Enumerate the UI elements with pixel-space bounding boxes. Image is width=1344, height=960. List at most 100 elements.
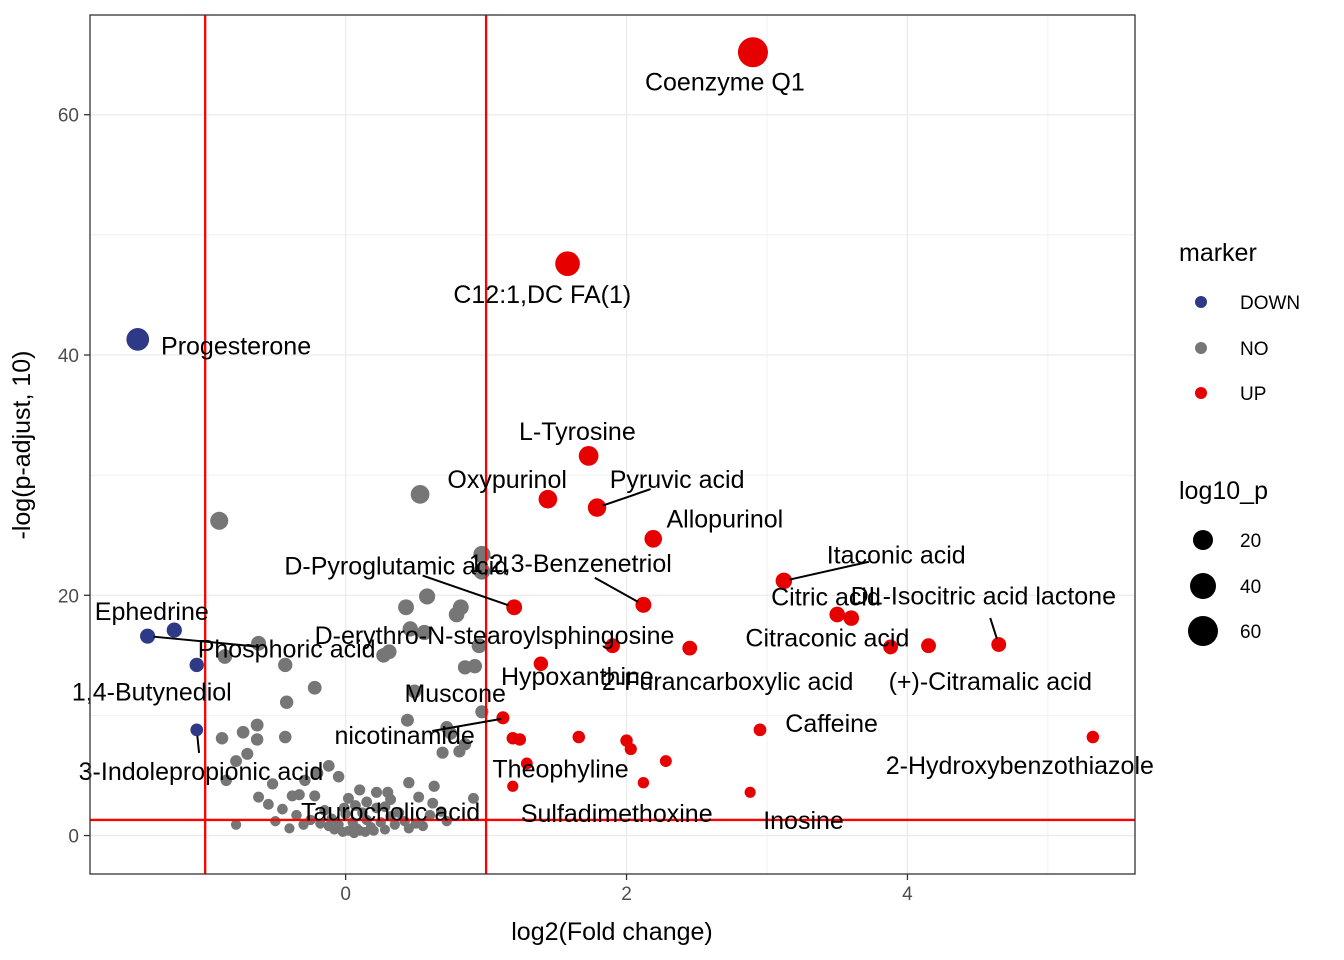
point-label: Phosphoric acid [198,635,376,663]
x-tick-label: 4 [902,884,913,905]
data-point-no [293,789,305,801]
plot-panel-border [89,14,1136,875]
data-point-no [354,784,366,796]
y-tick-label: 0 [68,827,79,848]
point-label: 2-Hydroxybenzothiazole [886,752,1154,780]
data-point-down [190,723,204,737]
data-point-no [416,624,432,641]
data-point-no [389,819,400,830]
data-point-no [278,657,293,673]
data-point-no [424,809,436,821]
threshold-lines [90,15,1135,874]
data-point-no [361,796,373,808]
data-point-no [407,684,422,699]
legend-size-key-60 [1188,616,1218,646]
data-point-up [921,638,936,654]
point-label: L-Tyrosine [519,418,636,446]
data-point-no [311,767,324,779]
legend-marker-label-down: DOWN [1240,293,1300,314]
data-point-no [230,819,242,830]
data-point-no [467,658,483,674]
legend-marker-key-no [1195,342,1207,354]
data-point-no [417,820,429,832]
data-point-down [126,328,150,351]
data-point-no [368,825,379,836]
label-leader-lines [153,488,998,754]
data-point-no [270,815,281,827]
data-point-no [220,774,232,786]
data-point-up [496,711,510,725]
legend-marker-title: marker [1179,239,1257,267]
data-point-no [435,806,447,817]
data-point-no [250,718,264,732]
data-point-no [253,791,265,803]
data-point-no [215,731,229,745]
data-point-no [298,819,309,830]
data-point-no [217,649,233,664]
leader-line [153,635,259,648]
data-point-up [572,730,586,744]
data-point-no [444,727,458,740]
data-point-up [644,530,663,548]
legend-marker-key-down [1195,296,1207,308]
data-point-no [400,713,414,727]
legend-size-key-20 [1193,530,1213,550]
legend-size-title: log10_p [1179,477,1268,505]
data-point-up [1086,730,1100,744]
point-label: Pyruvic acid [610,466,745,494]
point-label: 2-Furancarboxylic acid [602,668,854,696]
point-label: Muscone [404,680,505,708]
data-point-up [829,606,846,623]
x-tick-label: 2 [621,884,632,905]
data-point-up [507,780,519,792]
data-point-no [436,746,449,759]
leader-line [989,617,998,640]
point-label: D-Pyroglutamic acid [284,552,508,580]
data-point-no [453,745,466,758]
data-point-up [775,572,793,590]
data-point-up [538,489,558,509]
data-point-no [427,797,439,809]
data-point-up [991,637,1007,652]
data-point-no [471,638,487,654]
data-point-no [360,826,371,837]
point-label: Ephedrine [95,598,209,626]
data-point-no [350,800,361,811]
point-label: Citric acid [771,584,881,612]
data-point-no [376,648,391,663]
point-label: Sulfadimethoxine [521,800,713,828]
data-point-up [520,757,533,770]
data-point-no [279,695,294,709]
data-point-no [382,786,394,798]
leader-line [196,735,201,754]
data-point-no [441,815,452,827]
x-axis-title: log2(Fold change) [511,918,713,946]
data-point-no [319,805,330,816]
data-point-no [284,823,295,834]
data-point-no [241,747,254,760]
data-point-no [403,777,415,789]
data-point-no [332,770,345,783]
data-point-up [624,742,637,756]
data-point-no [291,809,302,821]
data-point-no [403,823,414,834]
data-point-up [506,599,523,616]
point-label: 1,4-Butynediol [72,679,232,707]
point-label: C12:1,DC FA(1) [453,281,631,309]
legend-marker-label-no: NO [1240,339,1269,360]
point-label: 1,2,3-Benzenetriol [469,550,672,578]
data-point-up [578,446,599,466]
data-point-up [513,733,527,746]
data-point-no [210,511,229,530]
point-label: (+)-Citramalic acid [889,668,1093,696]
y-axis-title: -log(p-adjust, 10) [8,351,36,540]
data-point-down [189,657,204,673]
leader-line [422,574,509,607]
y-tick-label: 60 [58,106,79,127]
point-label: Inosine [763,807,844,835]
y-tick-label: 40 [58,346,79,367]
data-point-up [587,498,607,517]
leader-line [602,488,651,507]
point-label: Theophyline [492,755,628,783]
legend-size-key-40 [1190,573,1216,599]
